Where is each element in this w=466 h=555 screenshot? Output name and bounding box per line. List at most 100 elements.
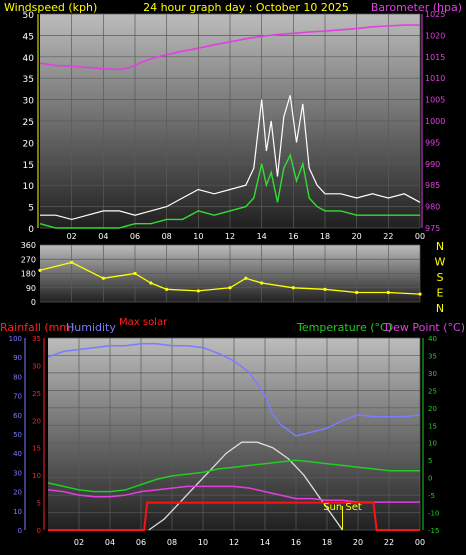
sun-set-label: Sun Set xyxy=(323,502,362,513)
temperature-axis-label: Temperature (°C) xyxy=(296,321,392,334)
direction-tick: 270 xyxy=(21,255,36,264)
humidity-tick: 40 xyxy=(13,450,22,458)
barometer-tick: 980 xyxy=(425,203,440,212)
climate-x-tick: 02 xyxy=(74,538,84,547)
direction-tick: 90 xyxy=(26,284,36,293)
temperature-tick: 30 xyxy=(428,370,437,378)
wind-x-tick: 22 xyxy=(383,232,393,241)
climate-x-tick: 22 xyxy=(384,538,394,547)
wind-x-tick: 16 xyxy=(288,232,298,241)
humidity-axis-label: Humidity xyxy=(66,321,116,334)
wind-direction-point xyxy=(291,286,295,290)
humidity-line xyxy=(47,343,421,437)
humidity-tick: 60 xyxy=(13,412,22,420)
rainfall-tick: 35 xyxy=(32,335,41,343)
wind-x-axis: 02 04 06 08 10 12 14 16 18 20 22 00 xyxy=(67,232,426,241)
windspeed-tick: 45 xyxy=(23,32,34,42)
temperature-tick: 5 xyxy=(428,457,432,465)
humidity-tick: 20 xyxy=(13,489,22,497)
climate-x-tick: 16 xyxy=(291,538,301,547)
temperature-tick: 0 xyxy=(428,475,432,483)
barometer-tick: 1025 xyxy=(425,10,445,19)
dew-point-label: Dew Point (°C) xyxy=(385,321,465,334)
wind-direction-point xyxy=(323,287,327,291)
barometer-tick: 1000 xyxy=(425,117,445,126)
wind-direction-point xyxy=(101,276,105,280)
wind-direction-point xyxy=(244,276,248,280)
wind-x-tick: 14 xyxy=(257,232,267,241)
compass-label: N xyxy=(436,240,444,253)
climate-x-tick: 08 xyxy=(167,538,177,547)
wind-direction-point xyxy=(133,271,137,276)
barometer-tick: 1005 xyxy=(425,96,445,105)
barometer-tick: 990 xyxy=(425,160,440,169)
climate-x-tick: 14 xyxy=(260,538,270,547)
wind-direction-point xyxy=(418,292,422,296)
barometer-axis-label: Barometer (hpa) xyxy=(371,1,462,14)
climate-x-tick: 10 xyxy=(198,538,208,547)
compass-label: E xyxy=(437,287,444,300)
climate-x-tick: 00 xyxy=(415,538,425,547)
wind-x-tick: 08 xyxy=(162,232,172,241)
direction-axis: 0 90 180 270 360 xyxy=(21,241,36,307)
temperature-tick: -10 xyxy=(428,510,439,518)
windspeed-tick: 10 xyxy=(23,182,35,192)
max-solar-curve xyxy=(148,441,344,531)
humidity-tick: 90 xyxy=(13,354,22,362)
rainfall-tick: 0 xyxy=(37,527,41,535)
windspeed-axis: 0 5 10 15 20 25 30 35 40 45 50 xyxy=(23,11,39,235)
compass-label: N xyxy=(436,302,444,315)
temperature-tick: 40 xyxy=(428,335,437,343)
temperature-tick: -5 xyxy=(428,492,435,500)
humidity-tick: 0 xyxy=(18,527,22,535)
windspeed-tick: 40 xyxy=(23,54,35,64)
rainfall-tick: 20 xyxy=(32,417,41,425)
temperature-tick: 25 xyxy=(428,387,437,395)
climate-panel-grid xyxy=(48,337,421,531)
direction-tick: 180 xyxy=(21,270,36,279)
climate-x-tick: 06 xyxy=(136,538,146,547)
windspeed-tick: 20 xyxy=(23,139,35,149)
wind-series xyxy=(39,24,421,229)
humidity-tick: 10 xyxy=(13,508,22,516)
windspeed-tick: 15 xyxy=(23,161,34,171)
humidity-tick: 70 xyxy=(13,393,22,401)
rainfall-tick: 25 xyxy=(32,390,41,398)
temperature-tick: -15 xyxy=(428,527,439,535)
humidity-tick: 80 xyxy=(13,373,22,381)
wind-speed-line xyxy=(39,153,420,229)
barometer-tick: 1015 xyxy=(425,53,445,62)
rainfall-tick: 30 xyxy=(32,362,41,370)
rainfall-axis-label: Rainfall (mm) xyxy=(0,321,74,334)
wind-direction-point xyxy=(260,281,264,285)
rainfall-line xyxy=(48,501,420,531)
temperature-line xyxy=(47,459,420,493)
windspeed-tick: 50 xyxy=(23,11,35,21)
compass-label: S xyxy=(437,271,444,284)
temperature-tick: 20 xyxy=(428,405,437,413)
temperature-tick: 10 xyxy=(428,440,437,448)
windspeed-tick: 35 xyxy=(23,75,34,85)
wind-direction-point xyxy=(386,290,390,295)
barometer-tick: 1020 xyxy=(425,31,445,40)
wind-x-tick: 20 xyxy=(352,232,362,241)
compass-label: W xyxy=(435,256,446,269)
temperature-tick: 15 xyxy=(428,422,437,430)
barometer-tick: 985 xyxy=(425,181,440,190)
windspeed-tick: 5 xyxy=(28,204,34,214)
windspeed-tick: 25 xyxy=(23,118,34,128)
wind-x-tick: 06 xyxy=(130,232,140,241)
climate-x-tick: 04 xyxy=(105,538,115,547)
wind-x-tick: 10 xyxy=(193,232,203,241)
wind-x-tick: 18 xyxy=(320,232,330,241)
direction-series xyxy=(38,260,422,296)
wind-direction-point xyxy=(228,286,232,290)
barometer-line xyxy=(39,24,420,71)
direction-tick: 0 xyxy=(31,298,36,307)
windspeed-tick: 0 xyxy=(28,225,34,235)
windspeed-axis-label: Windspeed (kph) xyxy=(4,1,97,14)
climate-x-tick: 20 xyxy=(353,538,363,547)
barometer-tick: 995 xyxy=(425,138,440,147)
